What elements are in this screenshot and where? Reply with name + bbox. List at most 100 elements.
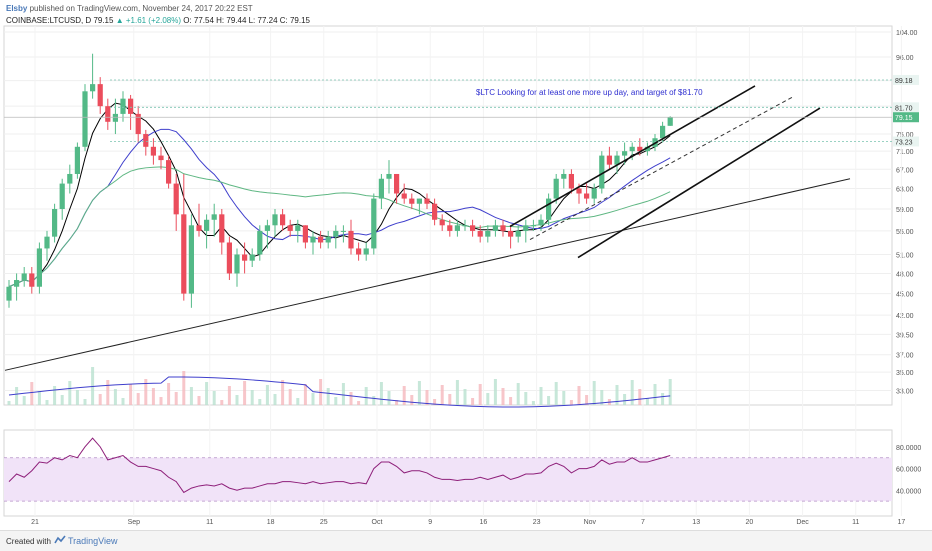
tradingview-brand[interactable]: TradingView <box>68 536 118 546</box>
volume-bar <box>531 401 535 405</box>
symbol-change: ▲ +1.61 (+2.08%) <box>115 16 181 25</box>
volume-bar <box>212 391 216 405</box>
candle-body <box>546 198 552 220</box>
volume-bar <box>174 392 178 405</box>
volume-bar <box>91 367 95 405</box>
author-name[interactable]: Elsby <box>6 4 28 13</box>
y-tick-label: 42.00 <box>896 313 914 320</box>
candle-body <box>264 225 270 231</box>
volume-bar <box>227 386 231 405</box>
support-trendline <box>4 178 851 371</box>
volume-bar <box>258 399 262 405</box>
candle-body <box>348 230 354 249</box>
tradingview-logo-icon <box>54 535 66 544</box>
candle-body <box>272 214 278 226</box>
candle-body <box>143 134 149 147</box>
volume-ma-line <box>8 376 671 408</box>
candle-body <box>120 98 126 114</box>
volume-bar <box>30 382 34 405</box>
volume-bar <box>357 401 361 405</box>
candle-body <box>606 155 612 165</box>
candle-body <box>287 225 293 231</box>
volume-bar <box>516 383 520 405</box>
volume-bar <box>45 400 49 405</box>
candle-body <box>29 273 35 287</box>
candle-body <box>82 91 88 147</box>
candle-body <box>74 146 80 174</box>
volume-bar <box>334 397 338 405</box>
volume-bar <box>83 399 87 405</box>
volume-bar <box>60 395 64 405</box>
symbol-line: COINBASE:LTCUSD, D 79.15 ▲ +1.61 (+2.08%… <box>6 15 310 26</box>
candle-body <box>386 173 392 179</box>
candle-body <box>432 203 438 220</box>
channel-upper-line <box>509 85 756 228</box>
candle-body <box>500 225 506 231</box>
candle-body <box>644 146 650 152</box>
volume-bar <box>311 393 315 405</box>
footer-bar: Created with TradingView <box>0 530 932 551</box>
candle-body <box>249 254 255 261</box>
volume-bar <box>539 387 543 405</box>
volume-bar <box>144 379 148 405</box>
y-tick-label: 67.00 <box>896 167 914 174</box>
volume-bar <box>455 380 459 405</box>
publish-info: published on TradingView.com, November 2… <box>29 4 253 13</box>
publish-header: Elsby published on TradingView.com, Nove… <box>6 3 253 14</box>
volume-bar <box>463 389 467 405</box>
x-tick-label: 11 <box>206 519 213 526</box>
volume-bar <box>235 395 239 405</box>
candlestick-chart[interactable]: 104.0096.0089.0082.0075.0071.0067.0063.0… <box>0 0 932 530</box>
candle-body <box>454 225 460 231</box>
volume-bar <box>182 371 186 405</box>
candle-body <box>553 178 559 199</box>
volume-bar <box>349 392 353 405</box>
volume-bar <box>402 386 406 405</box>
candle-body <box>485 230 491 237</box>
volume-bar <box>417 381 421 405</box>
y-tick-label: 45.00 <box>896 292 914 299</box>
volume-bar <box>547 396 551 405</box>
channel-lower-line <box>577 107 821 259</box>
volume-bar <box>585 395 589 405</box>
y-tick-label: 96.00 <box>896 55 914 62</box>
x-tick-label: 9 <box>428 519 432 526</box>
x-tick-label: 21 <box>31 519 39 526</box>
volume-bar <box>303 384 307 405</box>
volume-bar <box>630 380 634 405</box>
volume-bar <box>197 396 201 405</box>
candle-body <box>112 113 118 122</box>
volume-bar <box>440 385 444 405</box>
candle-body <box>128 98 134 114</box>
y-tick-label: 55.00 <box>896 229 914 236</box>
volume-bar <box>205 382 209 405</box>
x-tick-label: 23 <box>533 519 541 526</box>
volume-bar <box>106 380 110 405</box>
volume-bar <box>623 394 627 405</box>
candle-body <box>219 214 225 243</box>
ma-slow-line <box>8 166 671 288</box>
volume-bar <box>433 399 437 405</box>
volume-bar <box>250 390 254 405</box>
candle-body <box>530 225 536 227</box>
candle-body <box>660 125 666 139</box>
volume-bar <box>273 394 277 405</box>
volume-bar <box>364 387 368 405</box>
volume-bar <box>129 384 133 405</box>
candle-body <box>637 146 643 152</box>
y-tick-label: 104.00 <box>896 30 918 37</box>
x-tick-label: Nov <box>584 519 597 526</box>
volume-bar <box>410 395 414 405</box>
candle-body <box>515 230 521 237</box>
candle-body <box>538 219 544 226</box>
volume-bar <box>638 389 642 405</box>
rsi-tick-label: 40.0000 <box>896 488 921 495</box>
candle-body <box>52 208 58 237</box>
chart-annotation: $LTC Looking for at least one more up da… <box>476 88 703 97</box>
volume-bar <box>379 382 383 405</box>
rsi-tick-label: 60.0000 <box>896 467 921 474</box>
volume-bar <box>68 381 72 405</box>
price-label-box <box>893 136 919 147</box>
candle-body <box>576 188 582 194</box>
candle-body <box>439 219 445 226</box>
